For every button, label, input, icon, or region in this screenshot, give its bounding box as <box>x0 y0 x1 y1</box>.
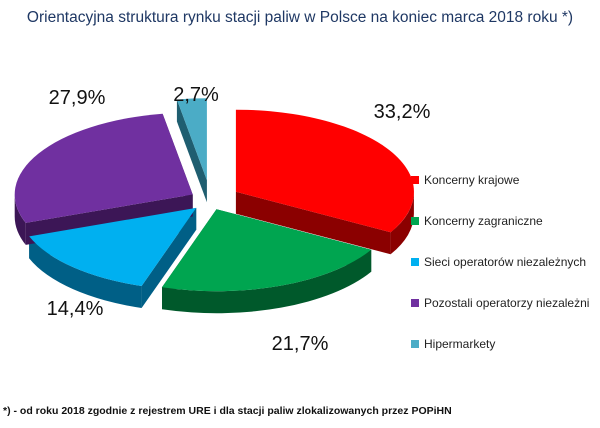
value-label-koncerny-krajowe: 33,2% <box>374 101 431 123</box>
chart-title: Orientacyjna struktura rynku stacji pali… <box>26 9 574 26</box>
legend-swatch <box>411 217 419 225</box>
pie-value-labels: 33,2% 21,7% 14,4% 27,9% 2,7% <box>47 84 431 355</box>
pie-slice-koncerny-krajowe <box>235 109 414 233</box>
pie-slices <box>14 98 414 292</box>
legend-swatch <box>411 176 419 184</box>
value-label-hipermarkety: 2,7% <box>173 84 219 106</box>
legend-label: Sieci operatorów niezależnych <box>424 255 587 269</box>
legend-label: Hipermarkety <box>424 337 496 351</box>
pie-slice-side-hipermarkety <box>176 99 207 203</box>
legend-label: Pozostali operatorzy niezależni <box>424 296 590 310</box>
legend-swatch <box>411 340 419 348</box>
pie-slice-side-koncerny-krajowe <box>235 191 414 255</box>
pie-slice-sieci-operatorow-niezaleznych <box>29 207 197 286</box>
value-label-sieci-operatorow-niezaleznych: 14,4% <box>47 298 104 320</box>
legend-swatch <box>411 299 419 307</box>
value-label-koncerny-zagraniczne: 21,7% <box>272 333 329 355</box>
pie-slice-koncerny-zagraniczne <box>162 209 372 292</box>
legend-label: Koncerny krajowe <box>424 173 520 187</box>
footnote: *) - od roku 2018 zgodnie z rejestrem UR… <box>3 405 452 417</box>
legend-label: Koncerny zagraniczne <box>424 214 543 228</box>
pie-slice-pozostali-operatorzy-niezalezni <box>14 113 193 223</box>
legend-swatch <box>411 258 419 266</box>
value-label-pozostali-operatorzy-niezalezni: 27,9% <box>49 87 106 109</box>
pie-slice-hipermarkety <box>176 98 207 181</box>
